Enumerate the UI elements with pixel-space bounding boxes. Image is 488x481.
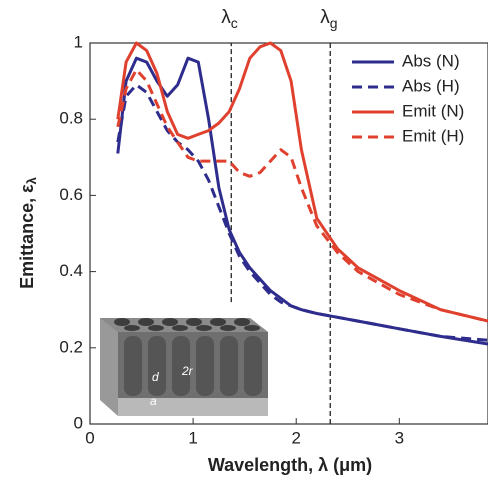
y-tick-label: 0.4 (59, 261, 83, 280)
y-axis-label-sub: λ (24, 176, 39, 184)
y-tick-label: 1 (74, 32, 83, 51)
x-tick-label: 2 (291, 428, 300, 447)
annotation-sub: g (330, 15, 338, 31)
legend-label: Emit (H) (402, 126, 464, 145)
x-axis-label: Wavelength, λ (μm) (208, 455, 372, 475)
inset: d 2r a (100, 318, 268, 416)
annotation-symbol: λ (320, 7, 330, 28)
inset-label: 2r (181, 364, 194, 378)
y-tick-label: 0.2 (59, 337, 83, 356)
annotation-label: λc (221, 7, 238, 31)
annotation-label: λg (320, 7, 337, 31)
inset-label: a (150, 394, 157, 408)
y-axis-label-main: Emittance, ε (17, 184, 37, 289)
inset-label: d (152, 370, 159, 384)
series-line (116, 41, 488, 323)
y-tick-label: 0.8 (59, 109, 83, 128)
y-tick-label: 0.6 (59, 185, 83, 204)
annotation-symbol: λ (221, 7, 231, 28)
series-line (116, 68, 488, 323)
x-tick-label: 3 (395, 428, 404, 447)
x-tick-label: 1 (188, 428, 197, 447)
legend-label: Abs (H) (402, 76, 460, 95)
y-tick-label: 0 (74, 413, 83, 432)
legend-label: Abs (N) (402, 51, 460, 70)
y-axis-label: Emittance, ελ (17, 176, 40, 289)
plot-frame (89, 42, 488, 425)
series-line (116, 83, 488, 342)
x-tick-label: 0 (85, 428, 94, 447)
legend-label: Emit (N) (402, 101, 464, 120)
annotation-sub: c (231, 15, 238, 31)
